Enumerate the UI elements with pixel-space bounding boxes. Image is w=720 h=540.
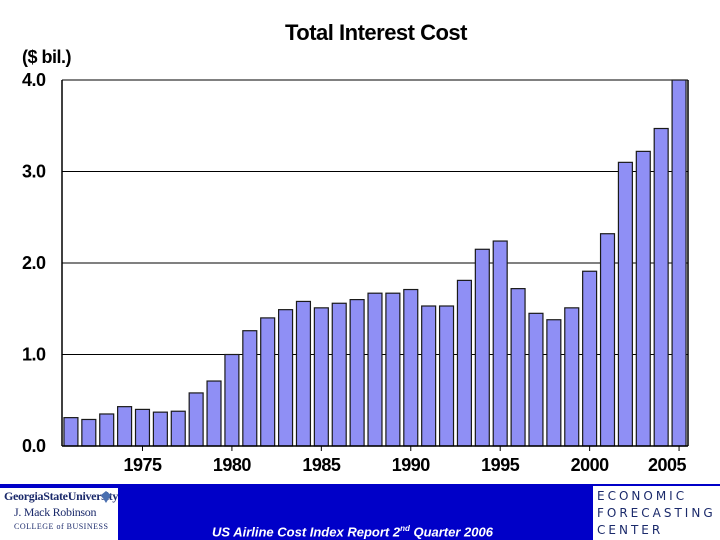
bar	[81, 418, 97, 447]
gsu-logo: GeorgiaStateUniversity J. Mack Robinson …	[0, 488, 118, 540]
y-tick-label: 0.0	[22, 436, 46, 456]
report-caption-prefix: US Airline Cost Index Report 2	[212, 524, 401, 540]
efc-logo-line2: FORECASTING	[597, 506, 716, 520]
bar	[564, 307, 580, 447]
efc-logo: ECONOMIC FORECASTING CENTER	[593, 486, 720, 540]
bar	[438, 305, 455, 447]
x-tick-label: 2000	[571, 455, 610, 475]
bar	[313, 307, 329, 447]
bar	[528, 312, 544, 447]
x-tick-label: 2005	[648, 455, 687, 475]
bar	[599, 233, 616, 447]
y-tick-label: 2.0	[22, 253, 46, 273]
bar	[582, 270, 598, 447]
bar	[278, 309, 294, 447]
report-caption: US Airline Cost Index Report 2nd Quarter…	[212, 524, 493, 539]
bar	[331, 302, 347, 447]
y-tick-label: 3.0	[22, 162, 46, 182]
gsu-emblem-icon	[101, 491, 111, 503]
x-ticks: 1975 1980 1985 1990 1995 2000 2005	[123, 446, 687, 475]
y-ticks: 0.0 1.0 2.0 3.0 4.0	[22, 70, 47, 456]
chart: Total Interest Cost ($ bil.) 0.0 1.0 2.0 3.…	[22, 20, 689, 475]
x-tick-label: 1975	[123, 455, 162, 475]
bar	[403, 288, 419, 447]
x-tick-label: 1980	[213, 455, 252, 475]
report-caption-sup: nd	[400, 524, 410, 533]
bar	[224, 353, 240, 447]
x-tick-label: 1990	[392, 455, 431, 475]
y-tick-label: 4.0	[22, 70, 46, 90]
bar	[456, 279, 473, 447]
chart-title: Total Interest Cost	[285, 20, 468, 45]
bar	[99, 413, 115, 447]
bar	[242, 330, 258, 447]
bar	[474, 248, 490, 447]
bar	[367, 292, 383, 447]
bar	[117, 406, 133, 447]
bar	[635, 150, 651, 447]
bar	[653, 127, 669, 447]
bar	[152, 411, 168, 447]
bar	[134, 408, 151, 447]
bar	[295, 300, 312, 447]
gsu-logo-school: J. Mack Robinson	[14, 505, 97, 519]
footer-bar: GeorgiaStateUniversity J. Mack Robinson …	[0, 484, 720, 540]
y-tick-label: 1.0	[22, 345, 46, 365]
bar	[349, 299, 365, 447]
bar	[546, 319, 562, 447]
bars	[63, 79, 687, 447]
x-tick-label: 1995	[481, 455, 520, 475]
bar	[260, 317, 276, 447]
gsu-logo-name: GeorgiaStateUniversity	[4, 489, 119, 503]
report-caption-suffix: Quarter 2006	[409, 524, 493, 540]
bar	[617, 161, 633, 447]
bar	[492, 240, 508, 447]
bar	[188, 392, 204, 447]
bar	[63, 417, 79, 447]
bar	[421, 305, 437, 447]
bar	[170, 410, 186, 447]
x-tick-label: 1985	[302, 455, 341, 475]
efc-logo-line3: CENTER	[597, 523, 664, 537]
bar	[510, 288, 526, 447]
bar	[671, 79, 687, 447]
efc-logo-line1: ECONOMIC	[597, 489, 688, 503]
bar	[385, 292, 401, 447]
gsu-logo-college: COLLEGE of BUSINESS	[14, 522, 109, 531]
bar	[206, 380, 222, 447]
y-axis-label: ($ bil.)	[22, 47, 72, 67]
